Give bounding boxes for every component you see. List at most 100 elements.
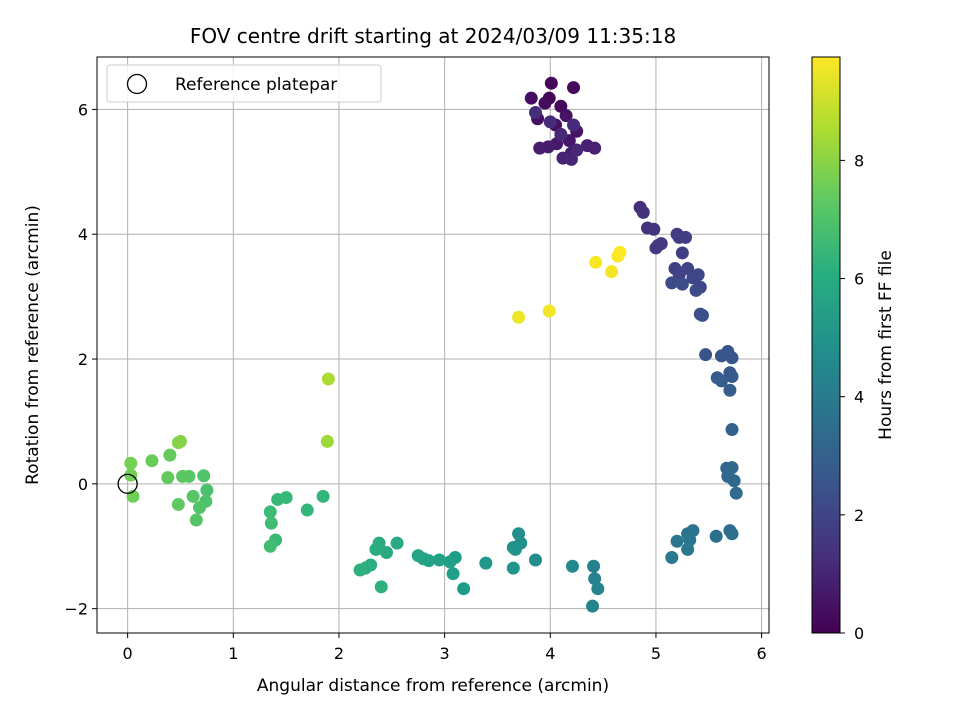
data-point	[432, 553, 446, 567]
data-point	[723, 383, 737, 397]
y-tick-label: 4	[78, 225, 88, 244]
data-point	[528, 106, 542, 120]
data-point	[508, 542, 522, 556]
data-point	[647, 222, 661, 236]
x-axis-label: Angular distance from reference (arcmin)	[257, 676, 609, 696]
data-point	[524, 91, 538, 105]
data-point	[675, 246, 689, 260]
x-tick-label: 4	[545, 644, 555, 663]
data-point	[443, 555, 457, 569]
data-point	[727, 474, 741, 488]
data-point	[200, 483, 214, 497]
data-point	[591, 582, 605, 596]
data-point	[689, 283, 703, 297]
data-points	[124, 76, 743, 613]
data-point	[636, 205, 650, 219]
colorbar-label: Hours from first FF file	[876, 250, 896, 440]
data-point	[263, 539, 277, 553]
data-point	[533, 141, 547, 155]
chart-title: FOV centre drift starting at 2024/03/09 …	[190, 24, 676, 48]
data-point	[554, 127, 568, 141]
data-point	[186, 489, 200, 503]
data-point	[145, 454, 159, 468]
data-point	[613, 245, 627, 259]
y-tick-label: −2	[64, 600, 88, 619]
data-point	[567, 118, 581, 132]
colorbar-tick-label: 0	[854, 624, 864, 643]
data-point	[192, 501, 206, 515]
y-axis-label: Rotation from reference (arcmin)	[23, 205, 43, 485]
data-point	[173, 434, 187, 448]
data-point	[263, 505, 277, 519]
data-point	[699, 348, 713, 362]
y-tick-label: 2	[78, 350, 88, 369]
legend-marker	[126, 73, 148, 95]
data-point	[725, 527, 739, 541]
x-axis-ticks: 0 1 2 3 4 5 6	[123, 633, 767, 663]
data-point	[506, 561, 520, 575]
data-point	[542, 304, 556, 318]
colorbar-gradient	[811, 56, 841, 634]
data-point	[714, 374, 728, 388]
data-point	[567, 81, 581, 95]
data-point	[691, 268, 705, 282]
data-point	[605, 265, 619, 279]
data-point	[543, 115, 557, 129]
data-point	[264, 516, 278, 530]
data-point	[353, 563, 367, 577]
data-point	[171, 497, 185, 511]
data-point	[528, 553, 542, 567]
x-tick-label: 3	[440, 644, 450, 663]
data-point	[479, 556, 493, 570]
data-point	[316, 489, 330, 503]
data-point	[665, 550, 679, 564]
data-point	[670, 534, 684, 548]
plot-frame	[96, 56, 770, 634]
x-tick-label: 1	[228, 644, 238, 663]
reference-platepar-marker	[117, 473, 138, 495]
data-point	[197, 469, 211, 483]
x-tick-label: 2	[334, 644, 344, 663]
data-point	[587, 559, 601, 573]
data-point	[588, 141, 602, 155]
data-point	[559, 109, 573, 123]
colorbar-tick-label: 4	[854, 388, 864, 407]
legend-label: Reference platepar	[175, 75, 337, 95]
data-point	[544, 76, 558, 90]
data-point	[321, 372, 335, 386]
data-point	[512, 310, 526, 324]
data-point	[320, 434, 334, 448]
data-point	[161, 471, 175, 485]
data-point	[176, 469, 190, 483]
x-tick-label: 6	[757, 644, 767, 663]
data-point	[586, 599, 600, 613]
legend: Reference platepar	[106, 64, 382, 103]
data-point	[374, 580, 388, 594]
data-point	[538, 96, 552, 110]
data-point	[588, 572, 602, 586]
grid-lines	[97, 57, 769, 633]
legend-box	[106, 64, 382, 103]
data-point	[570, 143, 584, 157]
data-point	[457, 582, 471, 596]
data-point	[163, 448, 177, 462]
data-point	[189, 513, 203, 527]
data-point	[681, 542, 695, 556]
data-point	[446, 567, 460, 581]
data-point	[729, 486, 743, 500]
data-point	[675, 277, 689, 291]
data-point	[565, 559, 579, 573]
colorbar-ticks: 0 2 4 6 8	[840, 151, 864, 643]
y-axis-ticks: −2 0 2 4 6	[64, 100, 97, 619]
data-point	[380, 545, 394, 559]
colorbar-tick-label: 6	[854, 270, 864, 289]
y-tick-label: 0	[78, 475, 88, 494]
data-point	[709, 529, 723, 543]
data-point	[695, 308, 709, 322]
y-tick-label: 6	[78, 100, 88, 119]
data-point	[725, 351, 739, 365]
data-point	[124, 456, 138, 470]
data-point	[369, 542, 383, 556]
data-point	[665, 276, 679, 290]
